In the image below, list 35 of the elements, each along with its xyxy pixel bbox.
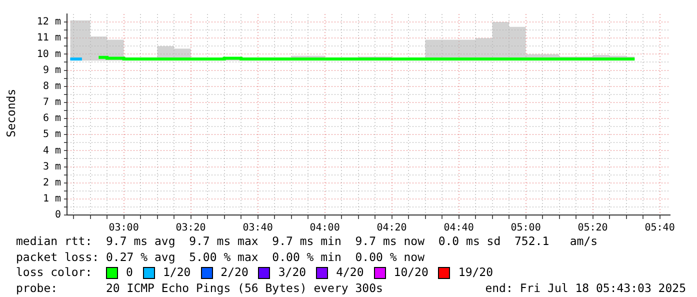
x-tick-label: 05:00 — [510, 222, 541, 234]
legend-title: loss color: — [16, 265, 92, 280]
x-tick-label: 04:40 — [444, 222, 474, 234]
legend-label: 4/20 — [336, 265, 364, 280]
legend-label: 10/20 — [394, 265, 428, 280]
y-tick-label: 8 m — [42, 80, 61, 92]
legend-label: 0 — [126, 265, 133, 280]
legend-label: 2/20 — [220, 265, 248, 280]
y-tick-label: 9 m — [42, 64, 61, 76]
x-tick-label: 03:40 — [242, 222, 273, 234]
text: median rtt: 9.7 ms avg 9.7 ms max 9.7 ms min 9.7 ms now 0.0 ms sd 752.1 am/s — [16, 234, 599, 250]
y-tick-label: 11 m — [36, 32, 61, 44]
x-tick-label: 04:20 — [376, 222, 407, 234]
y-tick-label: 10 m — [36, 48, 61, 60]
text: probe: 20 ICMP Echo Pings (56 Bytes) every 300s — [16, 280, 383, 296]
y-tick-label: 3 m — [42, 161, 61, 172]
legend-label: 19/20 — [458, 265, 494, 280]
x-tick-label: 04:00 — [310, 222, 340, 234]
legend-label: 3/20 — [278, 265, 306, 280]
y-tick-label: 7 m — [42, 97, 61, 108]
legend-label: 1/20 — [162, 265, 191, 280]
y-tick-label: 5 m — [42, 129, 61, 140]
y-tick-label: 2 m — [42, 177, 61, 188]
y-axis-title: Seconds — [4, 88, 18, 138]
x-tick-label: 03:00 — [108, 222, 139, 234]
y-tick-label: 6 m — [42, 113, 61, 124]
x-tick-label: 05:20 — [578, 222, 608, 234]
text: end: Fri Jul 18 05:43:03 2025 — [485, 280, 686, 296]
y-tick-label: 1 m — [42, 194, 61, 205]
y-tick-label: 0 — [54, 210, 61, 221]
x-tick-label: 03:20 — [176, 222, 206, 234]
y-tick-label: 12 m — [36, 16, 61, 28]
text: packet loss: 0.27 % avg 5.00 % max 0.00 % min 0.00 % now — [16, 250, 426, 265]
y-tick-label: 4 m — [42, 145, 61, 156]
x-tick-label: 05:40 — [644, 222, 675, 234]
